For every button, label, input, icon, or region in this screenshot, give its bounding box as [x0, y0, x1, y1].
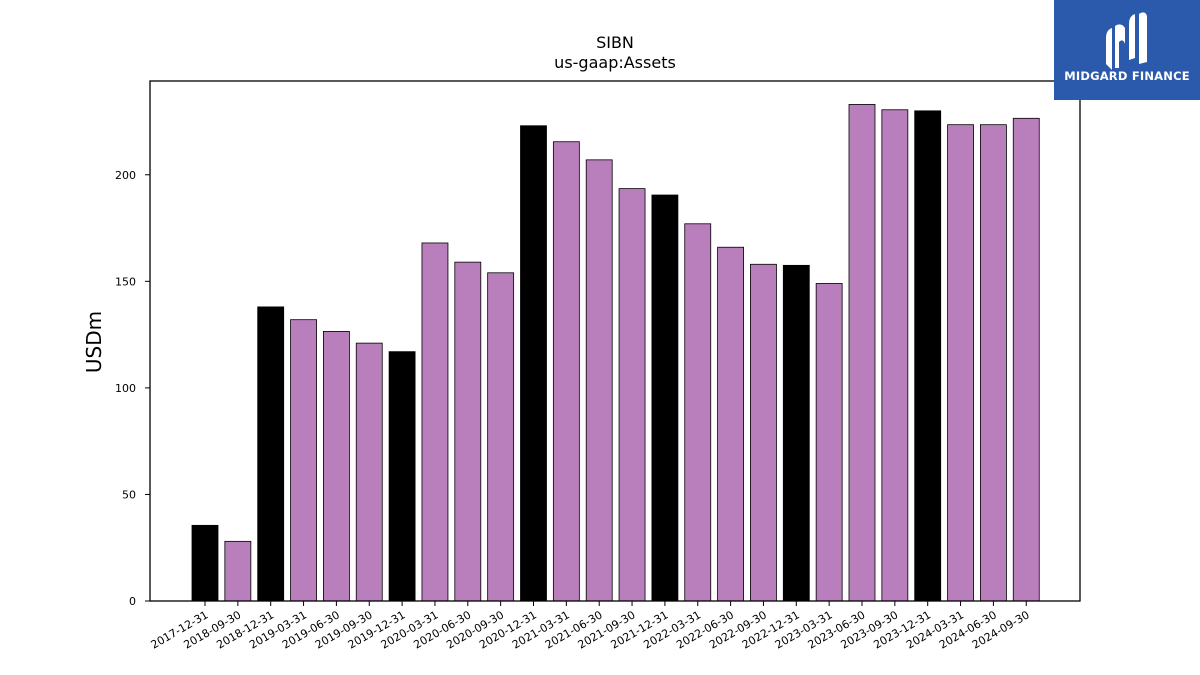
bar — [947, 124, 974, 602]
bar — [717, 246, 744, 602]
bar — [552, 141, 580, 602]
brand-logo: MIDGARD FINANCE — [1054, 0, 1200, 100]
bars-group — [191, 104, 1040, 602]
bar — [782, 264, 810, 602]
bar — [980, 124, 1007, 602]
bar — [454, 261, 482, 602]
bar — [585, 159, 613, 602]
bar — [684, 223, 712, 602]
y-axis-ticks: 0 50 100 150 200 — [115, 169, 150, 608]
y-tick-label: 150 — [115, 275, 136, 288]
bar — [618, 188, 646, 602]
bar — [487, 272, 515, 602]
y-tick-label: 200 — [115, 169, 136, 182]
chart-subtitle: us-gaap:Assets — [554, 53, 676, 72]
bar — [750, 263, 777, 602]
y-axis-label: USDm — [82, 311, 106, 373]
chart-title: SIBN — [596, 33, 634, 52]
bar — [355, 342, 383, 602]
bar — [388, 351, 416, 602]
bar — [1012, 117, 1040, 602]
bar — [290, 319, 317, 602]
bar — [257, 306, 285, 602]
bar — [520, 125, 547, 602]
bar — [322, 331, 350, 602]
bar — [914, 110, 942, 602]
bar — [815, 283, 843, 602]
bar — [191, 524, 219, 602]
y-tick-label: 50 — [122, 488, 136, 501]
bar — [881, 109, 909, 602]
y-tick-label: 100 — [115, 382, 136, 395]
brand-name: MIDGARD FINANCE — [1064, 69, 1190, 83]
bar — [848, 104, 876, 602]
y-tick-label: 0 — [129, 595, 136, 608]
plot-frame — [149, 80, 1081, 602]
bar — [224, 540, 252, 602]
bar — [651, 194, 679, 602]
bar — [421, 242, 449, 602]
brand-mark-icon — [1106, 12, 1147, 70]
x-axis-ticks: 2017-12-312018-09-302018-12-312019-03-31… — [149, 601, 1032, 652]
